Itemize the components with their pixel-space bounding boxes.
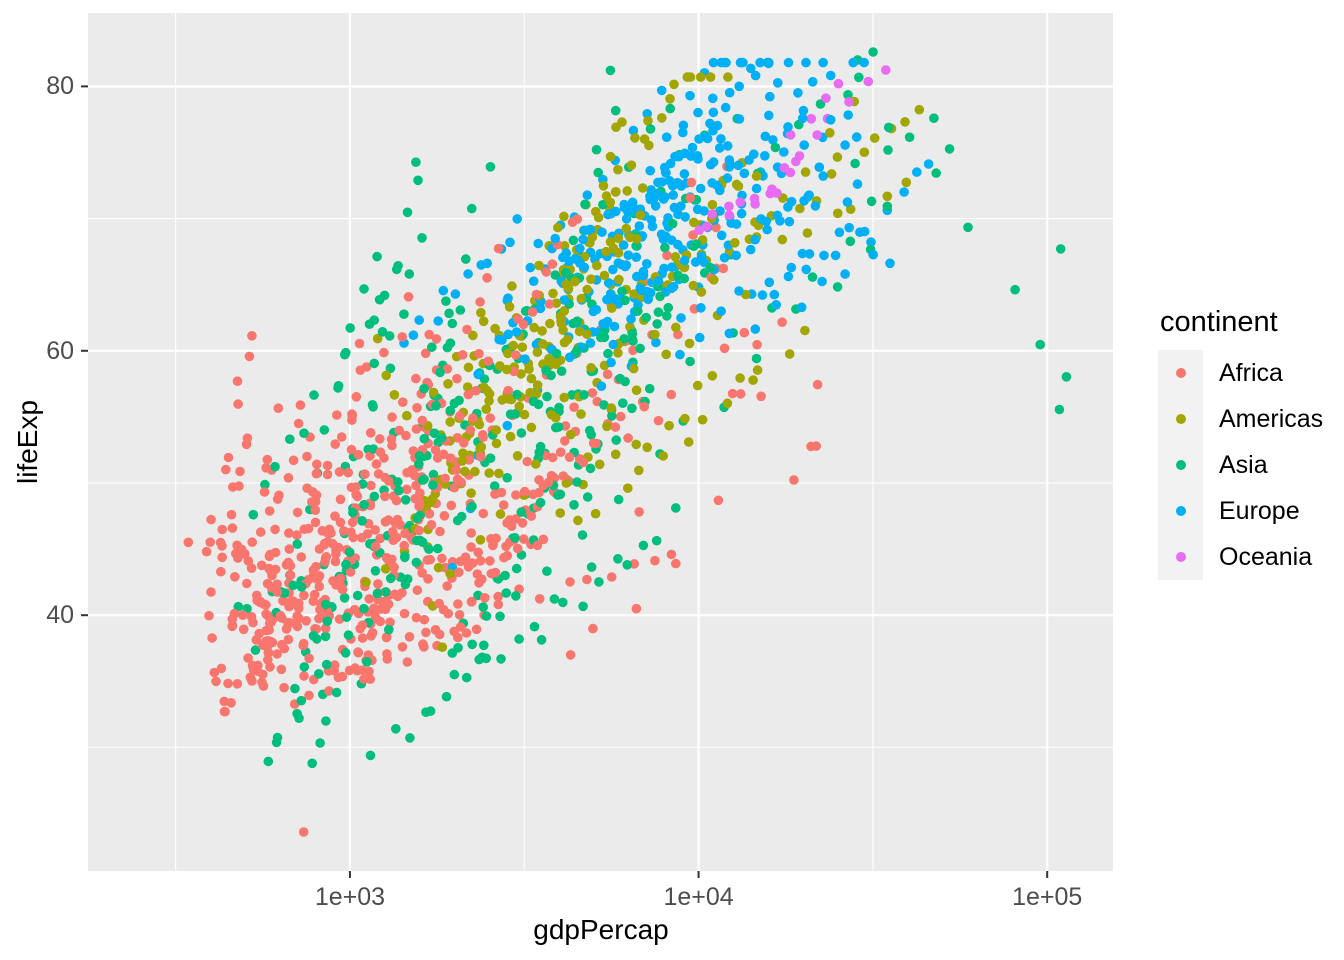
- legend-item-oceania: Oceania: [1158, 534, 1323, 580]
- legend-item-europe: Europe: [1158, 488, 1323, 534]
- legend-item-label: Oceania: [1219, 542, 1313, 571]
- legend-item-africa: Africa: [1158, 350, 1323, 396]
- y-tick-label-60: 60: [46, 336, 74, 365]
- legend: continent Africa Americas Asia Europe Oc…: [1158, 306, 1323, 580]
- legend-point-icon: [1175, 414, 1186, 424]
- legend-point-icon: [1175, 506, 1186, 516]
- legend-point-icon: [1175, 368, 1186, 378]
- legend-item-label: Europe: [1219, 496, 1300, 525]
- legend-item-label: Africa: [1219, 358, 1283, 387]
- x-axis-title: gdpPercap: [533, 914, 669, 945]
- x-tick-label-1e04: 1e+04: [663, 883, 734, 911]
- legend-key: [1158, 534, 1203, 580]
- legend-key: [1158, 488, 1203, 534]
- legend-item-americas: Americas: [1158, 396, 1323, 442]
- y-tick-label-80: 80: [46, 72, 74, 101]
- legend-item-asia: Asia: [1158, 442, 1323, 488]
- legend-point-icon: [1175, 552, 1186, 562]
- x-tick-label-1e05: 1e+05: [1012, 883, 1083, 911]
- legend-key: [1158, 350, 1203, 396]
- y-tick-label-40: 40: [46, 601, 74, 630]
- legend-point-icon: [1175, 460, 1186, 470]
- legend-key: [1158, 396, 1203, 442]
- x-tick-label-1e03: 1e+03: [314, 883, 386, 911]
- legend-key: [1158, 442, 1203, 488]
- legend-item-label: Americas: [1219, 404, 1324, 433]
- legend-item-label: Asia: [1219, 450, 1268, 479]
- legend-title: continent: [1160, 306, 1278, 338]
- y-axis-title: lifeExp: [12, 399, 43, 485]
- legend-items: Africa Americas Asia Europe Oceania: [1158, 350, 1323, 580]
